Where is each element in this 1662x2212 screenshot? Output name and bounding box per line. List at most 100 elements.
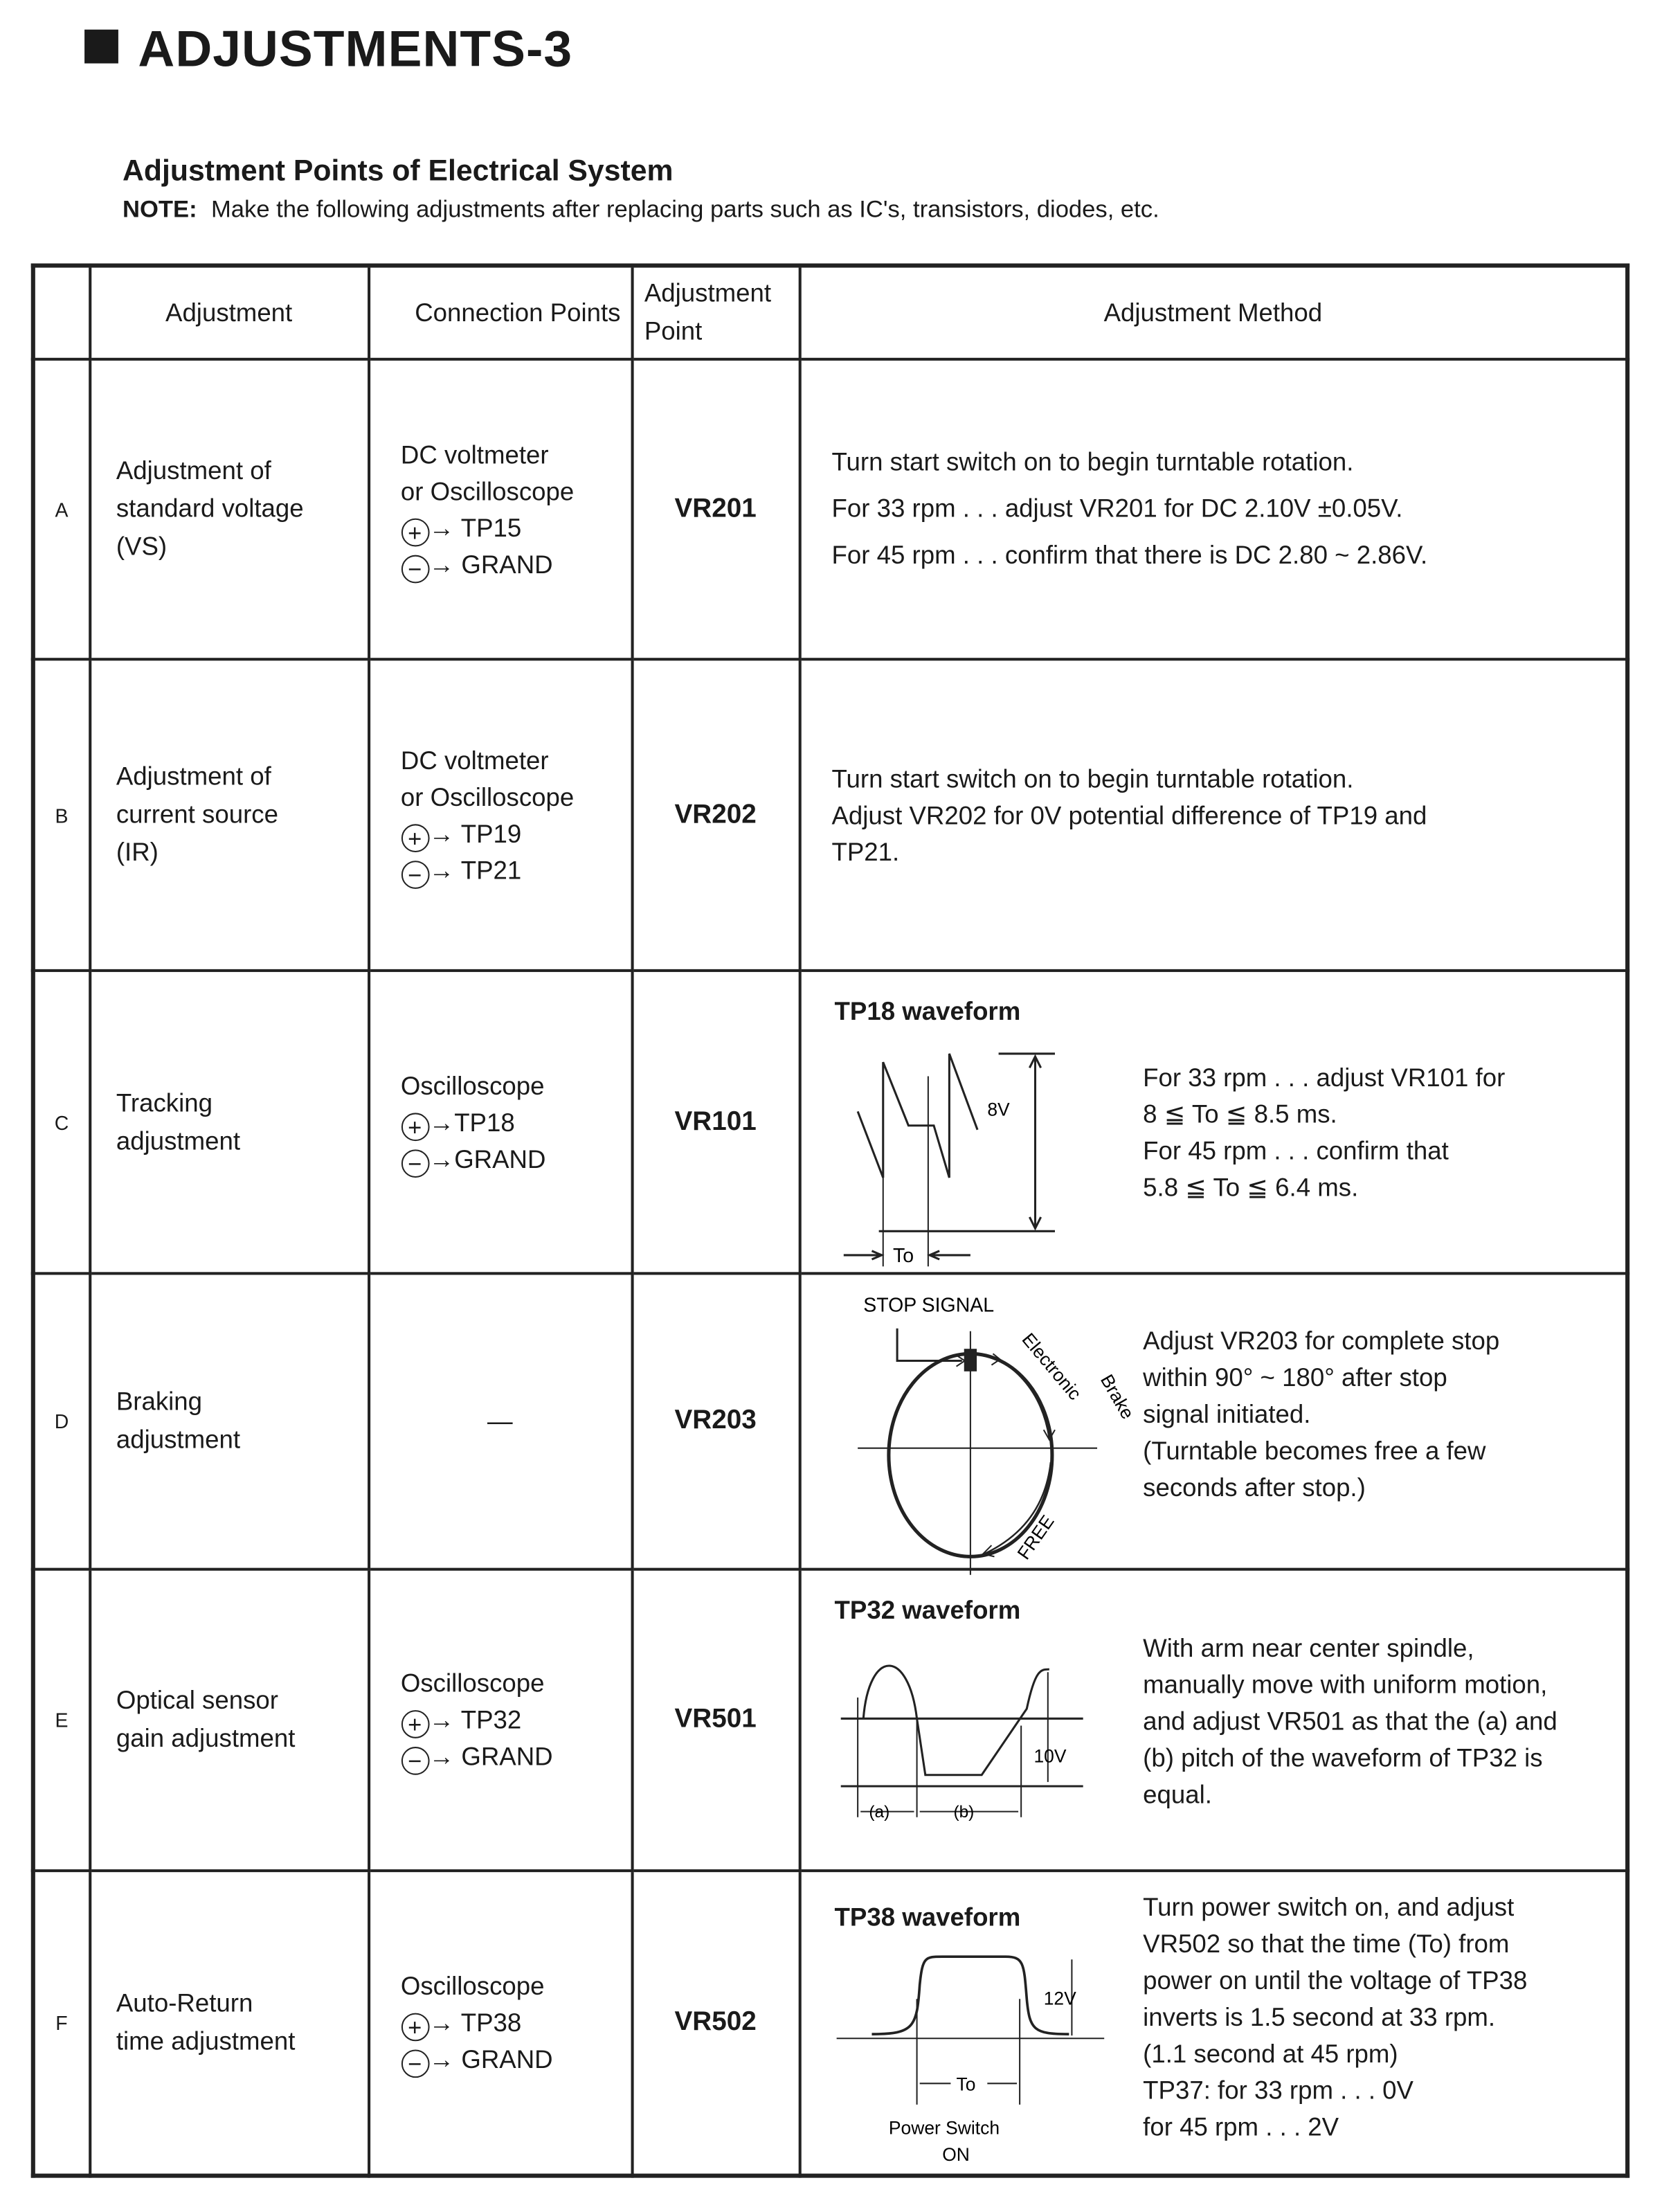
connection-line: + →TP18 xyxy=(400,1104,631,1141)
tp32-waveform-diagram: 10V (a) (b) xyxy=(840,1664,1083,1822)
connection-text: Oscilloscope xyxy=(400,1071,545,1100)
text-line: adjustment xyxy=(116,1426,241,1454)
text-line: standard voltage xyxy=(116,494,304,523)
adjustment-table: Adjustment Connection Points Adjustment … xyxy=(30,263,1630,2177)
header-adjustment: Adjustment xyxy=(88,264,370,361)
connection-line: + → TP15 xyxy=(400,510,631,546)
text-line: For 45 rpm . . . confirm that xyxy=(1143,1137,1449,1165)
text-line: Adjustment of xyxy=(116,456,271,485)
header-letter xyxy=(31,264,91,361)
text-line: 8 ≦ To ≦ 8.5 ms. xyxy=(1143,1100,1337,1129)
adjustment-point: VR203 xyxy=(630,1272,801,1571)
stop-signal-label: STOP SIGNAL xyxy=(862,1294,993,1316)
adjustment-point: VR502 xyxy=(630,1869,801,2177)
connection-text: →GRAND xyxy=(428,1144,546,1173)
connection-points: Oscilloscope + → TP32− → GRAND xyxy=(367,1567,633,1873)
title-text: ADJUSTMENTS-3 xyxy=(138,19,573,78)
row-letter: B xyxy=(31,658,91,972)
text-line: For 33 rpm . . . adjust VR101 for xyxy=(1143,1063,1506,1092)
connection-line: − → GRAND xyxy=(400,2041,631,2078)
adjustment-name: Adjustment of current source (IR) xyxy=(88,658,370,972)
adjustment-name: Auto-Return time adjustment xyxy=(88,1869,370,2177)
text-line: Optical sensor xyxy=(116,1686,278,1715)
connection-text: → TP32 xyxy=(428,1706,522,1734)
adjustment-method: Turn start switch on to begin turntable … xyxy=(797,357,1629,661)
adjustment-name: Adjustment of standard voltage (VS) xyxy=(88,357,370,661)
connection-line: or Oscilloscope xyxy=(401,473,631,510)
connection-line: — xyxy=(370,1403,630,1440)
connection-text: → TP15 xyxy=(428,513,522,542)
connection-text: or Oscilloscope xyxy=(400,476,575,505)
adjustment-method: TP18 waveform 8V To For 33 rpm . . . adj… xyxy=(797,969,1629,1275)
connection-text: → TP19 xyxy=(428,819,522,847)
text-line: Adjust VR203 for complete stop xyxy=(1143,1327,1500,1356)
a-label: (a) xyxy=(868,1803,889,1822)
connection-line: Oscilloscope xyxy=(401,1067,631,1104)
adjustment-point: VR501 xyxy=(630,1567,801,1873)
text-line: signal initiated. xyxy=(1143,1400,1311,1429)
text-line: With arm near center spindle, xyxy=(1143,1634,1474,1662)
connection-text: → GRAND xyxy=(428,2044,553,2074)
amp-label: 10V xyxy=(1033,1745,1065,1766)
connection-text: or Oscilloscope xyxy=(400,782,575,811)
connection-text: — xyxy=(487,1407,513,1436)
note-text: Make the following adjustments after rep… xyxy=(210,195,1159,223)
connection-points: DC voltmeter or Oscilloscope + → TP19− → TP2… xyxy=(367,658,633,972)
connection-points: Oscilloscope + → TP38− → GRAND xyxy=(367,1869,633,2177)
note-label: NOTE: xyxy=(123,195,197,223)
text-line: TP21. xyxy=(831,837,900,866)
plus-terminal-icon: + xyxy=(400,1710,429,1738)
plus-terminal-icon: + xyxy=(400,823,429,852)
adjustment-point: VR101 xyxy=(630,969,801,1275)
adjustment-name: Braking adjustment xyxy=(88,1272,370,1571)
adjustment-method: STOP SIGNAL Electronic Brake FREE Adjust… xyxy=(797,1272,1629,1575)
table-row-d: D Braking adjustment — VR203 STOP SIGNAL … xyxy=(31,1272,1629,1575)
connection-line: − →GRAND xyxy=(400,1140,631,1177)
page-title: ADJUSTMENTS-3 xyxy=(84,19,572,78)
table-row-e: E Optical sensor gain adjustment Oscillos… xyxy=(31,1567,1629,1873)
adjustment-point: VR201 xyxy=(630,357,801,661)
adjustment-method: Turn start switch on to begin turntable … xyxy=(797,658,1629,972)
connection-line: − → GRAND xyxy=(400,546,631,583)
adjustment-point: VR202 xyxy=(630,658,801,972)
text-line: (IR) xyxy=(116,838,159,867)
text-line: TP37: for 33 rpm . . . 0V xyxy=(1143,2076,1413,2105)
text-line: and adjust VR501 as that the (a) and xyxy=(1143,1707,1557,1736)
text-line: VR502 so that the time (To) from xyxy=(1143,1930,1510,1959)
minus-terminal-icon: − xyxy=(400,1747,429,1775)
text-line: Adjustment of xyxy=(116,762,271,791)
header-connection: Connection Points xyxy=(367,264,633,361)
waveform-title: TP32 waveform xyxy=(834,1596,1021,1625)
text-line: Turn start switch on to begin turntable … xyxy=(831,448,1354,476)
text-line: (VS) xyxy=(116,532,168,561)
text-line: Tracking xyxy=(116,1088,213,1117)
connection-points: Oscilloscope + →TP18− →GRAND xyxy=(367,969,633,1275)
adjustment-name: Optical sensor gain adjustment xyxy=(88,1567,370,1873)
brake-label: Electronic xyxy=(1018,1329,1085,1404)
method-text: For 33 rpm . . . adjust VR101 for 8 ≦ To … xyxy=(1143,1059,1505,1206)
row-letter: E xyxy=(31,1567,91,1873)
text-line: for 45 rpm . . . 2V xyxy=(1143,2113,1339,2141)
connection-line: + → TP32 xyxy=(400,1702,631,1738)
connection-line: DC voltmeter xyxy=(401,436,631,473)
table-row-c: C Tracking adjustment Oscilloscope + →TP18−… xyxy=(31,969,1629,1275)
text-line: manually move with uniform motion, xyxy=(1143,1671,1548,1699)
minus-terminal-icon: − xyxy=(400,1149,429,1177)
amp-label: 12V xyxy=(1043,1988,1076,2008)
minus-terminal-icon: − xyxy=(400,554,429,583)
connection-points: DC voltmeter or Oscilloscope + → TP15− → GRA… xyxy=(367,357,633,661)
period-label: To xyxy=(892,1245,913,1267)
section-title: Adjustment Points of Electrical System xyxy=(123,154,674,188)
text-line: seconds after stop.) xyxy=(1143,1473,1366,1502)
text-line: equal. xyxy=(1143,1780,1212,1809)
connection-line: − → GRAND xyxy=(400,1738,631,1775)
text-line: Adjust VR202 for 0V potential difference… xyxy=(831,800,1427,829)
connection-text: →TP18 xyxy=(428,1108,515,1136)
braking-diagram: STOP SIGNAL Electronic Brake FREE xyxy=(857,1294,1137,1575)
connection-text: → GRAND xyxy=(428,1742,553,1771)
period-label: To xyxy=(956,2074,975,2094)
connection-text: Oscilloscope xyxy=(400,1669,545,1698)
text-line: For 45 rpm . . . confirm that there is D… xyxy=(831,541,1428,570)
plus-terminal-icon: + xyxy=(400,2013,429,2041)
